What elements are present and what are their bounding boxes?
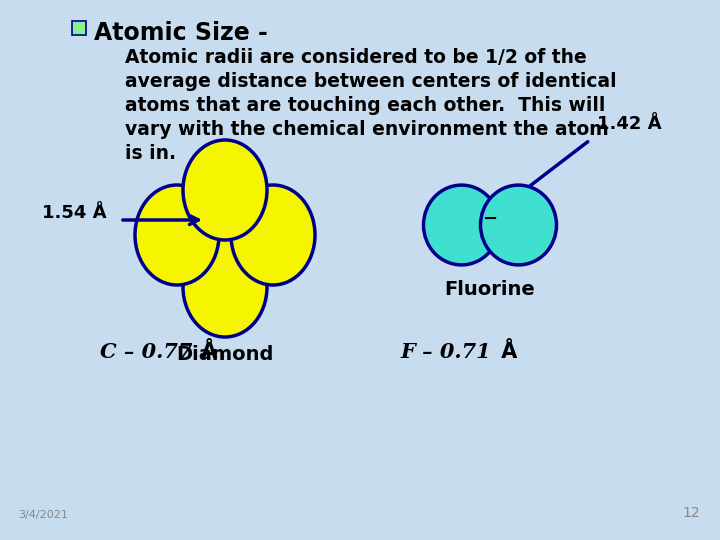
Ellipse shape <box>135 185 219 285</box>
Text: average distance between centers of identical: average distance between centers of iden… <box>125 72 616 91</box>
Text: is in.: is in. <box>125 144 176 163</box>
Text: Atomic radii are considered to be 1/2 of the: Atomic radii are considered to be 1/2 of… <box>125 48 587 67</box>
Text: C – 0.77: C – 0.77 <box>100 342 192 362</box>
Ellipse shape <box>423 185 500 265</box>
Text: −: − <box>482 210 498 228</box>
Text: Fluorine: Fluorine <box>445 280 536 299</box>
Text: vary with the chemical environment the atom: vary with the chemical environment the a… <box>125 120 608 139</box>
Ellipse shape <box>480 185 557 265</box>
Text: 1.42 Å: 1.42 Å <box>597 115 662 133</box>
Text: 12: 12 <box>683 506 700 520</box>
Ellipse shape <box>183 237 267 337</box>
Text: Å: Å <box>494 342 517 362</box>
Ellipse shape <box>231 185 315 285</box>
Text: 3/4/2021: 3/4/2021 <box>18 510 68 520</box>
Text: 1.54 Å: 1.54 Å <box>42 204 107 222</box>
Text: atoms that are touching each other.  This will: atoms that are touching each other. This… <box>125 96 606 115</box>
Text: F – 0.71: F – 0.71 <box>400 342 490 362</box>
Ellipse shape <box>183 140 267 240</box>
FancyBboxPatch shape <box>72 21 86 35</box>
Text: Atomic Size -: Atomic Size - <box>94 21 268 45</box>
Text: Diamond: Diamond <box>176 345 274 364</box>
Text: Å: Å <box>194 342 217 362</box>
